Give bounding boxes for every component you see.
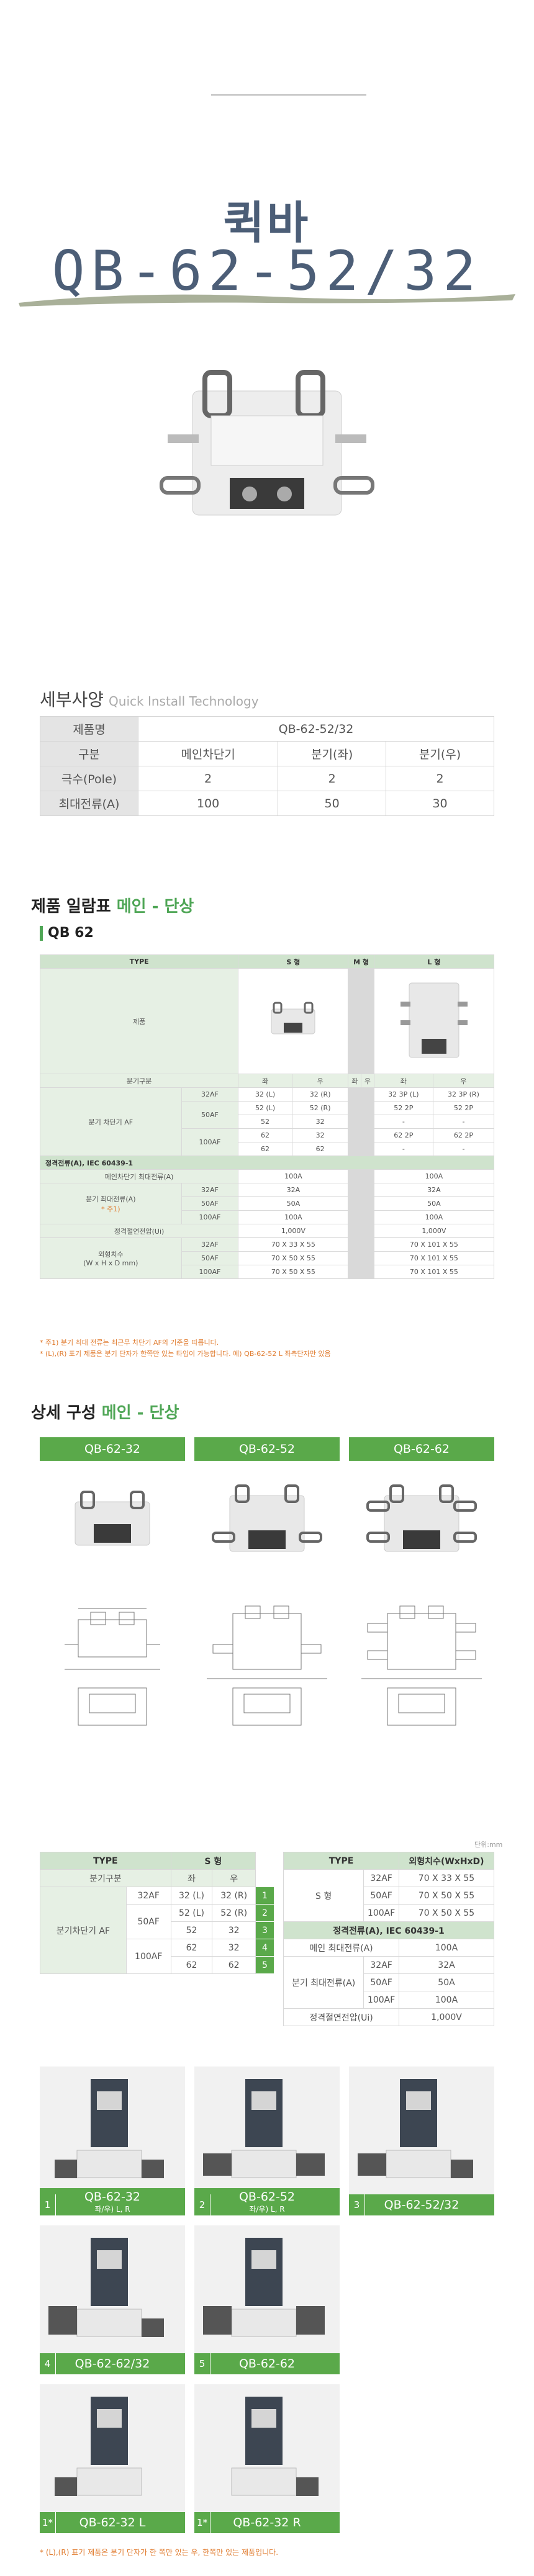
- table-row: 100AF 100A: [284, 1991, 494, 2009]
- hero-title: 퀵바: [223, 197, 311, 249]
- table-row: 제품명 QB-62-52/32: [40, 716, 494, 742]
- table-row: 정격전류(A), IEC 60439-1: [40, 1156, 494, 1170]
- spec-heading: 세부사양 Quick Install Technology: [40, 689, 259, 710]
- table-row: TYPE 외형치수(WxHxD): [283, 1852, 494, 1870]
- qb-62-62-drawing: [361, 1605, 482, 1726]
- hero-model: QB-62-52/32: [52, 239, 482, 303]
- brush-stroke: [19, 294, 515, 307]
- table-row: 극수(Pole) 2 2 2: [40, 766, 494, 791]
- top-divider: [211, 94, 366, 96]
- table-row: 100AF 70 X 50 X 55 70 X 101 X 55: [40, 1265, 495, 1279]
- table-row: 100AF 62 32 62 2P 62 2P: [40, 1128, 495, 1156]
- table-row: 분기 차단기 AF 32AF 32 (L) 32 (R) 32 3P (L) 3…: [40, 1087, 495, 1156]
- table-row: 분기 최대전류(A) 32AF 32A: [283, 1956, 494, 2009]
- table-row: 100AF 100A 100A: [40, 1210, 495, 1224]
- product-main-image: [160, 370, 374, 516]
- table-row: 50AF 70 X 50 X 55: [284, 1887, 494, 1905]
- assembly-image: [203, 2238, 325, 2337]
- unit-label: 단위:mm: [474, 1841, 503, 1849]
- column-header-qb-62-62: QB-62-62: [349, 1437, 494, 1461]
- list-notes: * 주1) 분기 최대 전류는 최근무 차단기 AF의 기준을 따릅니다. * …: [40, 1339, 331, 1358]
- qb-62-32-drawing: [65, 1608, 160, 1726]
- detail-type-table: TYPE S 형 분기구분 좌 우 분기차단기 AF 32AF 32 (L) 3…: [40, 1852, 274, 1974]
- qb-62-62-image: [366, 1484, 477, 1552]
- table-row: 분기 최대전류(A) * 주1) 32AF 32A 32A: [40, 1183, 495, 1224]
- table-row: 분기구분 좌 우: [40, 1869, 274, 1887]
- spec-table: 제품명 QB-62-52/32 구분 메인차단기 분기(좌) 분기(우) 극수(…: [40, 716, 494, 816]
- gallery-card: 1* QB-62-32 R: [194, 2384, 340, 2533]
- table-row: 정격전류(A), IEC 60439-1: [283, 1921, 494, 1939]
- table-row: 62 62 5: [40, 1956, 274, 1974]
- assembly-image: [55, 2397, 142, 2496]
- table-row: 50AF 50A 50A: [40, 1196, 495, 1211]
- table-row: S 형 32AF 70 X 33 X 55: [283, 1869, 494, 1922]
- footnote: * (L),(R) 표기 제품은 분기 단자가 한 쪽만 있는 우, 한쪽만 있…: [40, 2548, 279, 2557]
- table-row: 정격절연전압(Ui) 1,000V: [283, 2008, 494, 2026]
- s-type-image: [271, 1002, 315, 1034]
- table-row: 메인 최대전류(A) 100A: [283, 1939, 494, 1957]
- table-row: TYPE S 형 M 형 L 형: [39, 954, 495, 969]
- qb-62-32-image: [75, 1491, 150, 1546]
- gallery-card: 4 QB-62-62/32: [40, 2225, 185, 2374]
- table-row: 50AF 50A: [284, 1973, 494, 1991]
- assembly-image: [55, 2079, 164, 2178]
- table-row: 구분 메인차단기 분기(좌) 분기(우): [40, 741, 494, 766]
- qb-group-label: QB 62: [40, 926, 94, 941]
- qb-62-52-image: [212, 1484, 322, 1552]
- detail-rating-table: TYPE 외형치수(WxHxD) S 형 32AF 70 X 33 X 55 5…: [283, 1852, 494, 2026]
- table-row: 정격절연전압(Ui) 1,000V 1,000V: [39, 1224, 495, 1238]
- table-row: TYPE S 형: [40, 1852, 274, 1870]
- table-row: 메인차단기 최대전류(A) 100A 100A: [39, 1169, 495, 1183]
- table-row: 분기차단기 AF 32AF 32 (L) 32 (R) 1: [40, 1887, 274, 1974]
- gallery-card: 2 QB-62-52 좌/우) L, R: [194, 2067, 340, 2215]
- table-row: 52 32 3: [40, 1921, 274, 1939]
- qb-62-52-drawing: [207, 1605, 327, 1726]
- l-type-image: [400, 982, 468, 1058]
- table-row: 52 32 - -: [40, 1115, 495, 1129]
- assembly-image: [48, 2238, 164, 2337]
- gallery-card: 1 QB-62-32 좌/우) L, R: [40, 2067, 185, 2215]
- list-section-title: 제품 일람표 메인 - 단상: [31, 897, 194, 916]
- assembly-image: [231, 2397, 319, 2496]
- gallery-card: 3 QB-62-52/32: [349, 2067, 494, 2215]
- gallery-card: 5 QB-62-62: [194, 2225, 340, 2374]
- gallery-card: 1* QB-62-32 L: [40, 2384, 185, 2533]
- assembly-image: [203, 2079, 325, 2178]
- table-row: 50AF 52 (L) 52 (R) 52 2P 52 2P: [40, 1101, 495, 1129]
- column-header-qb-62-32: QB-62-32: [40, 1437, 185, 1461]
- table-row: 분기구분 좌 우 좌 우 좌 우: [39, 1074, 495, 1088]
- detail-section-title: 상세 구성 메인 - 단상: [31, 1404, 179, 1422]
- table-row: 제품: [39, 968, 495, 1074]
- product-list-table: TYPE S 형 M 형 L 형 제품 분기구분: [39, 954, 495, 1279]
- assembly-image: [358, 2079, 473, 2178]
- column-header-qb-62-52: QB-62-52: [194, 1437, 340, 1461]
- table-row: 외형치수 (W x H x D mm) 32AF 70 X 33 X 55 70 …: [40, 1237, 495, 1279]
- table-row: 최대전류(A) 100 50 30: [40, 791, 494, 816]
